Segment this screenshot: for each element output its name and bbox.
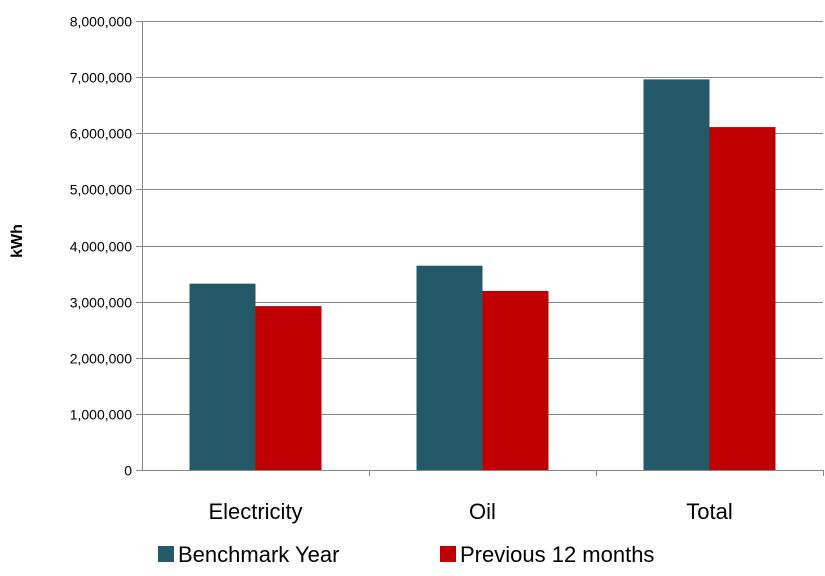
bar-previous-12-months-electricity bbox=[255, 306, 322, 470]
bar-benchmark-year-electricity bbox=[189, 283, 256, 470]
x-tick-label: Total bbox=[686, 499, 732, 524]
y-tick-label: 2,000,000 bbox=[70, 351, 132, 367]
legend: Benchmark Year Previous 12 months bbox=[158, 542, 654, 567]
y-tick-label: 5,000,000 bbox=[70, 182, 132, 198]
legend-label: Previous 12 months bbox=[460, 542, 654, 567]
y-tick-label: 8,000,000 bbox=[70, 14, 132, 30]
x-tick-label: Oil bbox=[469, 499, 496, 524]
x-tick-labels: Electricity Oil Total bbox=[208, 499, 732, 524]
y-axis-label: kWh bbox=[9, 224, 26, 258]
y-tick-labels: 0 1,000,000 2,000,000 3,000,000 4,000,000 5,0… bbox=[70, 14, 133, 479]
bar-previous-12-months-total bbox=[709, 127, 776, 471]
y-tick-label: 4,000,000 bbox=[70, 239, 132, 255]
axes bbox=[136, 21, 824, 476]
legend-label: Benchmark Year bbox=[178, 542, 339, 567]
bar-benchmark-year-oil bbox=[416, 265, 483, 470]
legend-swatch bbox=[440, 546, 456, 562]
y-tick-label: 1,000,000 bbox=[70, 407, 132, 423]
bars bbox=[189, 79, 776, 471]
legend-swatch bbox=[158, 546, 174, 562]
x-tick-label: Electricity bbox=[208, 499, 302, 524]
y-tick-label: 3,000,000 bbox=[70, 295, 132, 311]
bar-benchmark-year-total bbox=[643, 79, 710, 471]
bar-previous-12-months-oil bbox=[482, 290, 549, 470]
y-tick-label: 0 bbox=[124, 463, 132, 479]
y-tick-label: 6,000,000 bbox=[70, 126, 132, 142]
y-tick-label: 7,000,000 bbox=[70, 70, 132, 86]
